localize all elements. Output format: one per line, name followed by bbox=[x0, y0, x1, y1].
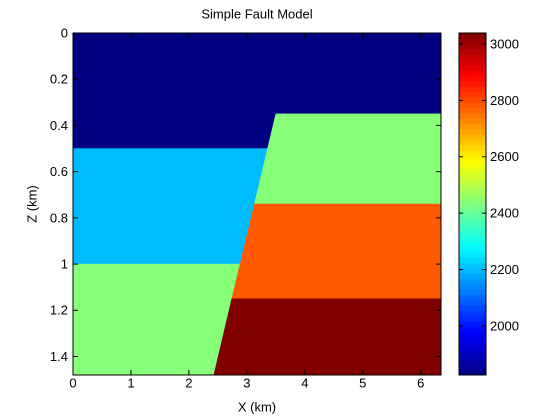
x-tick-label: 3 bbox=[243, 375, 250, 390]
region bbox=[72, 148, 269, 265]
colorbar-swatch bbox=[459, 113, 486, 119]
colorbar-swatch bbox=[459, 358, 486, 365]
colorbar-swatch bbox=[459, 225, 486, 232]
colorbar-swatch bbox=[459, 65, 486, 71]
y-tick-label: 0.2 bbox=[50, 72, 68, 87]
colorbar-swatch bbox=[459, 268, 486, 274]
colorbar-swatch bbox=[459, 123, 486, 130]
plot-frame bbox=[72, 32, 442, 376]
colorbar-swatch bbox=[459, 326, 486, 333]
colorbar-swatch bbox=[459, 75, 486, 82]
colorbar-swatch bbox=[459, 332, 486, 339]
x-tick-label: 5 bbox=[359, 375, 366, 390]
colorbar-swatch bbox=[459, 86, 486, 93]
x-tick-label: 1 bbox=[127, 375, 134, 390]
colorbar-swatch bbox=[459, 49, 486, 55]
y-tick-label: 1 bbox=[61, 257, 68, 272]
colorbar-swatch bbox=[459, 171, 486, 178]
colorbar-swatch bbox=[459, 284, 486, 290]
colorbar-swatch bbox=[459, 81, 486, 87]
colorbar-swatch bbox=[459, 59, 486, 66]
chart-title: Simple Fault Model bbox=[201, 6, 312, 21]
colorbar-swatch bbox=[459, 214, 486, 221]
region bbox=[213, 298, 442, 376]
colorbar-swatch bbox=[459, 155, 486, 162]
x-tick-label: 4 bbox=[301, 375, 308, 390]
colorbar-swatch bbox=[459, 70, 486, 77]
colorbar-tick-label: 3000 bbox=[490, 36, 519, 51]
x-tick-label: 2 bbox=[185, 375, 192, 390]
colorbar-swatch bbox=[459, 278, 486, 285]
y-tick-label: 0.4 bbox=[50, 118, 68, 133]
region bbox=[231, 203, 442, 299]
y-axis-label: Z (km) bbox=[24, 185, 39, 223]
colorbar-swatch bbox=[459, 182, 486, 189]
colorbar-swatch bbox=[459, 145, 486, 152]
colorbar-swatch bbox=[459, 294, 486, 301]
colorbar-swatch bbox=[459, 252, 486, 258]
y-tick-label: 1.2 bbox=[50, 303, 68, 318]
colorbar-swatch bbox=[459, 33, 486, 39]
colorbar-swatch bbox=[459, 353, 486, 360]
colorbar-swatch bbox=[459, 257, 486, 264]
region bbox=[254, 113, 442, 205]
x-tick-label: 6 bbox=[417, 375, 424, 390]
colorbar-swatch bbox=[459, 198, 486, 205]
colorbar-swatch bbox=[459, 177, 486, 184]
colorbar-swatch bbox=[459, 316, 486, 323]
colorbar-tick-label: 2600 bbox=[490, 149, 519, 164]
colorbar-swatch bbox=[459, 97, 486, 103]
colorbar-swatch bbox=[459, 129, 486, 136]
colorbar-swatch bbox=[459, 262, 486, 269]
colorbar-swatch bbox=[459, 289, 486, 296]
colorbar-swatch bbox=[459, 246, 486, 253]
y-tick-label: 1.4 bbox=[50, 349, 68, 364]
colorbar-swatch bbox=[459, 236, 486, 242]
y-tick-label: 0 bbox=[61, 25, 68, 40]
colorbar-swatch bbox=[459, 348, 486, 355]
colorbar-swatch bbox=[459, 161, 486, 168]
colorbar-swatch bbox=[459, 91, 486, 98]
colorbar-swatch bbox=[459, 300, 486, 307]
region bbox=[72, 263, 241, 376]
colorbar-swatch bbox=[459, 193, 486, 200]
colorbar-swatch bbox=[459, 209, 486, 216]
colorbar-swatch bbox=[459, 310, 486, 317]
colorbar-tick-label: 2000 bbox=[490, 318, 519, 333]
colorbar-swatch bbox=[459, 230, 486, 237]
colorbar-swatch bbox=[459, 54, 486, 61]
colorbar-swatch bbox=[459, 139, 486, 146]
colorbar-swatch bbox=[459, 342, 486, 349]
colorbar-swatch bbox=[459, 220, 486, 226]
colorbar-swatch bbox=[459, 43, 486, 50]
colorbar-swatch bbox=[459, 321, 486, 328]
colorbar-swatch bbox=[459, 187, 486, 194]
colorbar-tick-label: 2200 bbox=[490, 262, 519, 277]
colorbar-swatch bbox=[459, 273, 486, 280]
y-tick-label: 0.6 bbox=[50, 164, 68, 179]
colorbar-swatch bbox=[459, 305, 486, 312]
y-tick-label: 0.8 bbox=[50, 210, 68, 225]
colorbar-tick-label: 2800 bbox=[490, 93, 519, 108]
colorbar-swatch bbox=[459, 134, 486, 141]
colorbar-swatch bbox=[459, 166, 486, 173]
colorbar-swatch bbox=[459, 337, 486, 344]
colorbar-swatch bbox=[459, 150, 486, 157]
colorbar-swatch bbox=[459, 102, 486, 109]
x-tick-label: 0 bbox=[69, 375, 76, 390]
colorbar-tick-label: 2400 bbox=[490, 206, 519, 221]
colorbar-swatch bbox=[459, 364, 486, 371]
colorbar-swatch bbox=[459, 369, 486, 376]
colorbar-swatch bbox=[459, 118, 486, 125]
colorbar-swatch bbox=[459, 204, 486, 210]
colorbar-swatch bbox=[459, 107, 486, 114]
colorbar-swatch bbox=[459, 241, 486, 248]
colorbar-swatch bbox=[459, 38, 486, 45]
colorbar-frame bbox=[458, 32, 487, 376]
x-axis-label: X (km) bbox=[238, 399, 276, 414]
